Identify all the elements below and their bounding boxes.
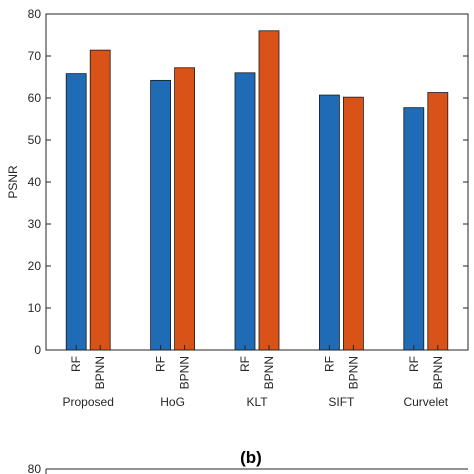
y-tick-label: 80: [28, 7, 42, 21]
next-panel-tick-label: 80: [28, 462, 42, 474]
bar-bpnn-proposed: [89, 49, 111, 351]
x-tick-label: BPNN: [93, 356, 107, 389]
y-tick-label: 70: [28, 49, 42, 63]
bar-bpnn-klt: [258, 30, 280, 351]
y-tick-label: 10: [28, 301, 42, 315]
group-label: Proposed: [63, 395, 114, 409]
bar-rf-curvelet: [403, 107, 425, 351]
y-tick-label: 50: [28, 133, 42, 147]
group-label: HoG: [160, 395, 185, 409]
bar-rf-proposed: [65, 73, 87, 351]
group-label: KLT: [246, 395, 268, 409]
y-axis-label: PSNR: [6, 165, 20, 199]
x-tick-label: RF: [69, 356, 83, 372]
bar-bpnn-hog: [174, 67, 196, 351]
y-tick-label: 40: [28, 175, 42, 189]
y-tick-label: 60: [28, 91, 42, 105]
y-tick-label: 20: [28, 259, 42, 273]
panel-label: (b): [240, 448, 262, 467]
x-tick-label: BPNN: [346, 356, 360, 389]
bar-rf-sift: [318, 94, 340, 351]
next-panel-partial: 80: [28, 462, 468, 474]
bar-bpnn-curvelet: [427, 92, 449, 351]
x-tick-label: RF: [407, 356, 421, 372]
group-label: SIFT: [328, 395, 355, 409]
bar-bpnn-sift: [342, 96, 364, 351]
bar-rf-klt: [234, 72, 256, 351]
group-label: Curvelet: [403, 395, 448, 409]
x-tick-label: RF: [238, 356, 252, 372]
x-tick-label: BPNN: [431, 356, 445, 389]
y-tick-label: 30: [28, 217, 42, 231]
y-tick-label: 0: [34, 343, 41, 357]
x-tick-label: BPNN: [262, 356, 276, 389]
x-tick-label: BPNN: [178, 356, 192, 389]
plot-area: 0 10 20 30 40 50 60 70 80 RF BPNN Proposed RF BPNN HoG…: [28, 7, 469, 409]
bar-rf-hog: [150, 79, 172, 351]
x-tick-label: RF: [322, 356, 336, 372]
x-tick-label: RF: [154, 356, 168, 372]
